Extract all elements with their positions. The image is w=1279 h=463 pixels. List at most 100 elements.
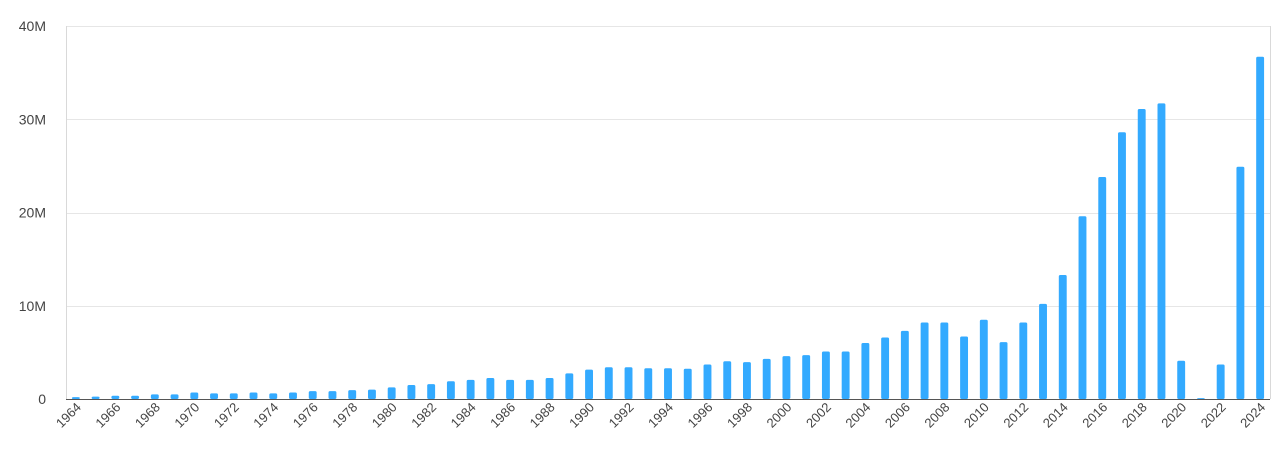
bar-1983: [446, 381, 455, 399]
x-tick-label: 1982: [408, 400, 439, 431]
x-tick-label: 2024: [1237, 400, 1268, 431]
bar-2020: [1177, 360, 1186, 399]
x-tick-label: 1988: [527, 400, 558, 431]
x-tick-labels: 1964 1966 1968 1970 1972 1974 1976 1978 1980 1982…: [53, 400, 1268, 431]
bar-1980: [387, 387, 396, 399]
bar-1978: [348, 390, 357, 399]
bar-1996: [703, 364, 712, 399]
x-tick-label: 2012: [1000, 400, 1031, 431]
bar-2006: [900, 330, 909, 399]
x-tick-label: 1984: [448, 400, 479, 431]
x-tick-label: 1972: [211, 400, 242, 431]
y-tick-labels: 0 10M 20M 30M 40M: [19, 18, 46, 407]
x-tick-label: 1980: [369, 400, 400, 431]
bar-1990: [585, 369, 593, 399]
bar-2013: [1039, 303, 1047, 399]
bar-1985: [486, 378, 495, 399]
bar-1965: [91, 396, 100, 399]
x-tick-label: 2014: [1040, 400, 1071, 431]
bar-1976: [308, 391, 317, 399]
x-tick-label: 2000: [763, 400, 794, 431]
bar-2004: [861, 343, 870, 399]
bar-1982: [427, 384, 436, 399]
bar-1973: [249, 392, 258, 399]
x-tick-label: 1968: [132, 400, 163, 431]
x-tick-label: 1970: [171, 400, 202, 431]
x-tick-label: 1986: [487, 400, 518, 431]
bar-1991: [604, 367, 613, 399]
bar-2023: [1236, 166, 1245, 399]
x-tick-label: 1994: [645, 400, 676, 431]
y-tick-label: 10M: [19, 298, 46, 314]
bar-2024: [1256, 56, 1265, 400]
bar-1993: [644, 368, 653, 399]
bar-1968: [150, 394, 159, 399]
bar-2000: [782, 356, 791, 399]
bar-1972: [229, 393, 238, 399]
bar-2002: [821, 351, 830, 399]
bar-2007: [920, 322, 929, 399]
bar-1986: [506, 379, 515, 399]
bar-1964: [71, 397, 80, 399]
bar-2010: [979, 319, 988, 399]
bar-2008: [940, 322, 949, 399]
x-tick-label: 2022: [1198, 400, 1229, 431]
bar-2014: [1058, 274, 1067, 399]
bar-1999: [762, 358, 771, 399]
bar-2001: [802, 355, 811, 399]
bar-1997: [723, 361, 732, 399]
x-tick-label: 1966: [92, 400, 123, 431]
bar-2005: [881, 337, 890, 399]
x-tick-label: 1974: [250, 400, 281, 431]
gridlines: [66, 26, 1270, 307]
bar-2021: [1196, 398, 1205, 399]
bar-1974: [269, 393, 278, 399]
x-tick-label: 2018: [1119, 400, 1150, 431]
bar-1998: [743, 362, 751, 399]
y-tick-label: 40M: [19, 18, 46, 34]
bar-2017: [1118, 132, 1126, 399]
x-tick-label: 1992: [606, 400, 637, 431]
x-tick-label: 1978: [329, 400, 360, 431]
bar-1987: [525, 379, 534, 399]
bar-1966: [111, 395, 120, 399]
bars: [71, 56, 1265, 400]
bar-1977: [328, 391, 337, 399]
x-tick-label: 2016: [1079, 400, 1110, 431]
x-tick-label: 1976: [290, 400, 321, 431]
y-tick-label: 30M: [19, 111, 46, 127]
bar-2018: [1137, 108, 1146, 400]
bar-2022: [1216, 364, 1225, 399]
bar-1992: [624, 367, 633, 399]
bar-1995: [683, 368, 692, 399]
bar-1989: [565, 373, 574, 399]
bar-2015: [1078, 216, 1087, 399]
x-tick-label: 2002: [803, 400, 834, 431]
x-tick-label: 2006: [882, 400, 913, 431]
y-tick-label: 20M: [19, 205, 46, 221]
y-tick-label: 0: [38, 391, 46, 407]
bar-2011: [999, 342, 1008, 399]
x-tick-label: 2010: [961, 400, 992, 431]
x-tick-label: 1990: [566, 400, 597, 431]
bar-1971: [210, 393, 218, 399]
bar-1975: [289, 392, 297, 399]
x-tick-label: 1964: [53, 400, 84, 431]
bar-1988: [545, 378, 554, 399]
bar-1970: [190, 392, 199, 399]
bar-2016: [1098, 177, 1107, 399]
bar-1967: [131, 395, 140, 399]
bar-1984: [466, 379, 475, 399]
x-tick-label: 2008: [921, 400, 952, 431]
x-tick-label: 2004: [842, 400, 873, 431]
x-tick-label: 1996: [685, 400, 716, 431]
axes: [66, 26, 1271, 400]
bar-2003: [841, 351, 850, 399]
bar-2009: [960, 336, 969, 399]
bar-1969: [170, 394, 179, 399]
bar-1981: [407, 385, 416, 399]
x-tick-label: 2020: [1158, 400, 1189, 431]
bar-1979: [367, 389, 376, 399]
